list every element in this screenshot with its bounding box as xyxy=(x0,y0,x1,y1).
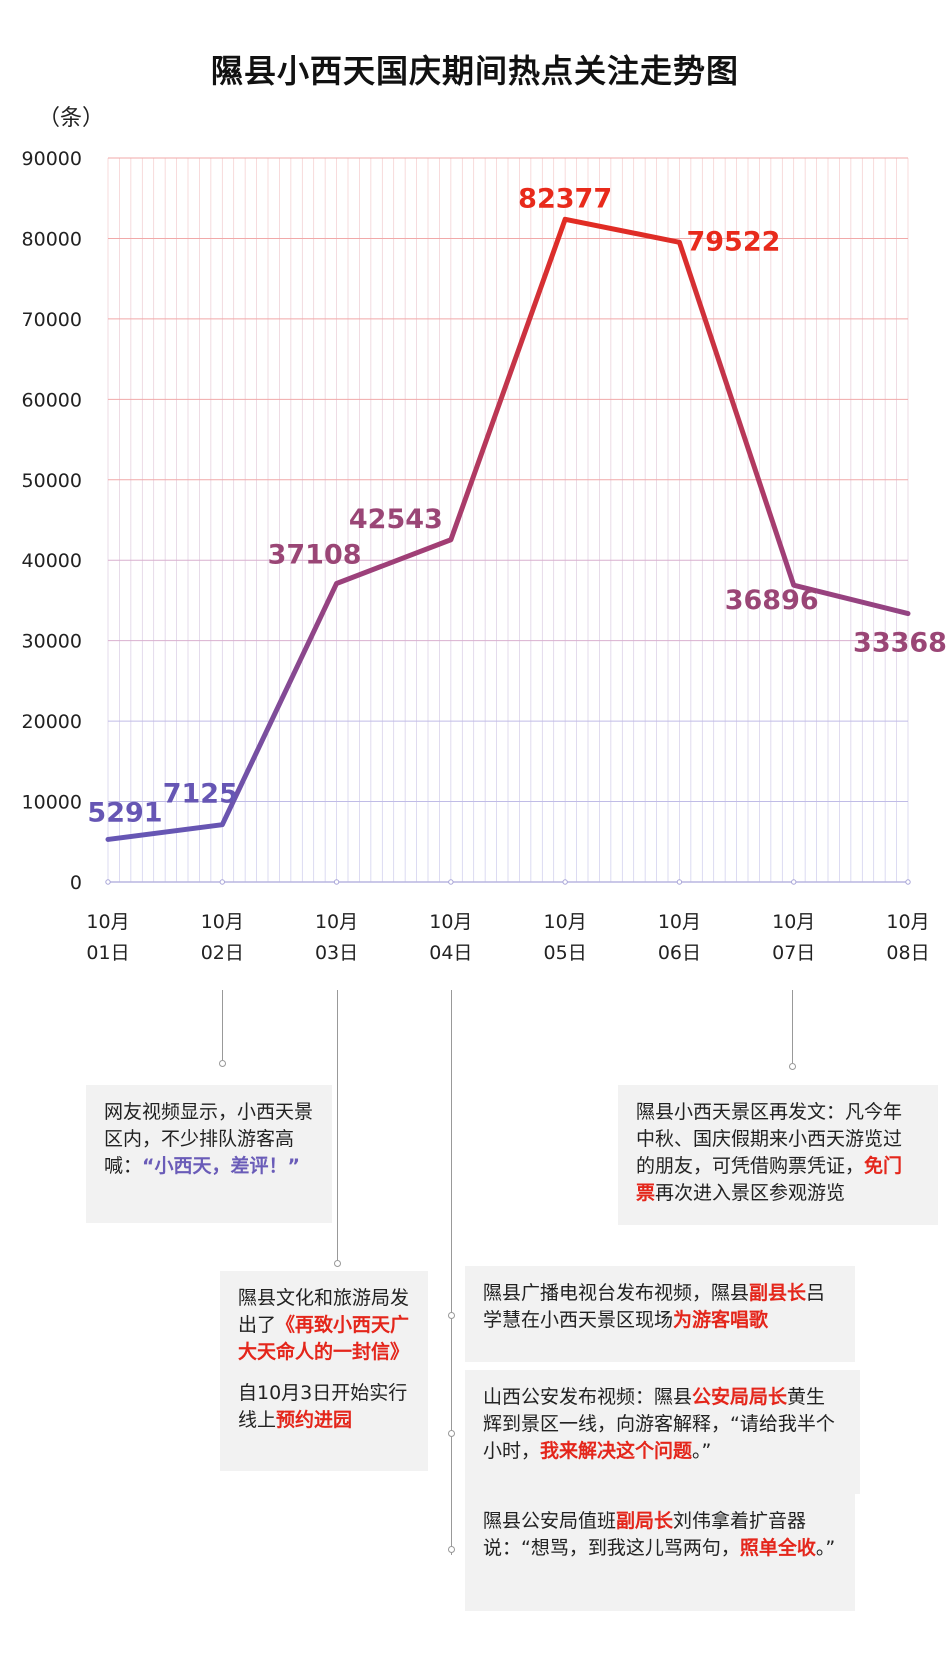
annotation-text: 刘伟拿着扩音器说：“想骂，到我这儿骂两句， xyxy=(483,1510,807,1559)
annotation-text: 隰县小西天景区再发文：凡今年中秋、国庆假期来小西天游览过的朋友，可凭借购票凭证， xyxy=(636,1101,903,1177)
horizontal-gridlines xyxy=(108,157,908,883)
x-tick-label: 10月 xyxy=(544,911,587,933)
annotation-0103: 隰县文化和旅游局发出了《再致小西天广大天命人的一封信》 自10月3日开始实行线上预… xyxy=(220,1271,428,1471)
annotation-paragraph: 网友视频显示，小西天景区内，不少排队游客高喊：“小西天，差评！” xyxy=(104,1099,314,1180)
annotation-0104-b: 山西公安发布视频：隰县公安局局长黄生辉到景区一线，向游客解释，“请给我半个小时，… xyxy=(465,1370,860,1494)
annotation-text: 隰县公安局值班 xyxy=(483,1510,617,1532)
annotation-text: 再次进入景区参观游览 xyxy=(655,1182,846,1204)
annotation-0107: 隰县小西天景区再发文：凡今年中秋、国庆假期来小西天游览过的朋友，可凭借购票凭证，… xyxy=(618,1085,938,1225)
annotation-highlight: 预约进园 xyxy=(276,1409,353,1431)
annotation-text: 黄生辉到景区一线，向游客解释，“请给我半个小时， xyxy=(483,1386,835,1462)
leader-dot-0104-b xyxy=(448,1430,455,1437)
x-tick-label: 04日 xyxy=(429,942,472,964)
annotation-text: 。” xyxy=(815,1537,836,1559)
x-tick-label: 10月 xyxy=(772,911,815,933)
x-tick-label: 07日 xyxy=(772,942,815,964)
annotation-highlight: 副县长 xyxy=(749,1282,807,1304)
x-tick-label: 06日 xyxy=(658,942,701,964)
data-label: 33368 xyxy=(853,628,947,659)
line-chart: 0 10000 20000 30000 40000 50000 60000 70000 8000… xyxy=(22,148,947,964)
y-tick-label: 50000 xyxy=(22,470,82,492)
annotation-highlight: 照单全收 xyxy=(739,1537,816,1559)
y-tick-label: 10000 xyxy=(22,792,82,814)
x-tick-label: 10月 xyxy=(315,911,358,933)
annotation-text: 隰县文化和旅游局发出了 xyxy=(238,1287,410,1336)
x-axis-markers xyxy=(105,879,911,885)
y-tick-label: 40000 xyxy=(22,550,82,572)
leader-dot-0102 xyxy=(219,1060,226,1067)
annotation-highlight: 副局长 xyxy=(616,1510,674,1532)
series-line xyxy=(105,216,911,842)
y-tick-label: 30000 xyxy=(22,631,82,653)
leader-line-0102 xyxy=(222,990,223,1060)
annotation-highlight: 我来解决这个问题 xyxy=(540,1440,693,1462)
y-tick-label: 80000 xyxy=(22,228,82,250)
annotation-text: 山西公安发布视频：隰县 xyxy=(483,1386,693,1408)
annotation-paragraph: 隰县文化和旅游局发出了《再致小西天广大天命人的一封信》 xyxy=(238,1285,410,1366)
leader-line-0107 xyxy=(792,990,793,1063)
annotation-highlight: “小西天，差评！” xyxy=(142,1155,300,1177)
x-axis-dot xyxy=(562,879,568,885)
annotation-text: 。” xyxy=(692,1440,712,1462)
annotation-highlight: 公安局局长 xyxy=(692,1386,788,1408)
annotation-highlight: 为游客唱歌 xyxy=(673,1309,769,1331)
x-axis-ticks: 10月 01日 10月 02日 10月 03日 10月 04日 10月 05日 10月 06日 10月 0… xyxy=(86,911,929,964)
x-tick-label: 10月 xyxy=(429,911,472,933)
x-axis-dot xyxy=(448,879,454,885)
y-axis-unit: （条） xyxy=(38,106,105,131)
x-axis-dot xyxy=(905,879,911,885)
x-axis-dot xyxy=(791,879,797,885)
leader-dot-0103 xyxy=(334,1260,341,1267)
annotation-text: 隰县广播电视台发布视频，隰县 xyxy=(483,1282,750,1304)
x-tick-label: 05日 xyxy=(544,942,587,964)
annotation-0104-c: 隰县公安局值班副局长刘伟拿着扩音器说：“想骂，到我这儿骂两句，照单全收。” xyxy=(465,1494,855,1611)
vertical-gridlines xyxy=(107,158,909,882)
y-tick-label: 90000 xyxy=(22,148,82,170)
annotation-highlight: 免门票 xyxy=(636,1155,903,1204)
y-tick-label: 70000 xyxy=(22,309,82,331)
leader-dot-0104-c xyxy=(448,1546,455,1553)
leader-line-0103 xyxy=(337,990,338,1260)
data-label: 37108 xyxy=(268,539,362,570)
x-tick-label: 10月 xyxy=(886,911,929,933)
x-axis-dot xyxy=(219,879,225,885)
x-tick-label: 08日 xyxy=(886,942,929,964)
leader-dot-0107 xyxy=(789,1063,796,1070)
data-label: 5291 xyxy=(87,797,162,828)
annotation-0104-a: 隰县广播电视台发布视频，隰县副县长吕学慧在小西天景区现场为游客唱歌 xyxy=(465,1266,855,1362)
data-label: 36896 xyxy=(725,585,819,616)
annotation-paragraph: 隰县公安局值班副局长刘伟拿着扩音器说：“想骂，到我这儿骂两句，照单全收。” xyxy=(483,1508,837,1562)
x-axis-dot xyxy=(676,879,683,885)
x-tick-label: 03日 xyxy=(315,942,358,964)
x-tick-label: 10月 xyxy=(658,911,701,933)
annotation-paragraph: 隰县广播电视台发布视频，隰县副县长吕学慧在小西天景区现场为游客唱歌 xyxy=(483,1280,837,1334)
y-axis-ticks: 0 10000 20000 30000 40000 50000 60000 70000 8000… xyxy=(22,148,82,894)
x-tick-label: 10月 xyxy=(86,911,129,933)
annotation-text: 网友视频显示，小西天景区内，不少排队游客高喊： xyxy=(104,1101,314,1177)
chart-title: 隰县小西天国庆期间热点关注走势图 xyxy=(210,52,739,90)
annotation-paragraph: 隰县小西天景区再发文：凡今年中秋、国庆假期来小西天游览过的朋友，可凭借购票凭证，… xyxy=(636,1099,920,1207)
y-tick-label: 20000 xyxy=(22,711,82,733)
y-tick-label: 0 xyxy=(70,872,82,894)
data-label: 42543 xyxy=(349,504,443,535)
leader-dot-0104-a xyxy=(448,1312,455,1319)
annotation-highlight: 《再致小西天广大天命人的一封信》 xyxy=(238,1314,410,1363)
x-tick-label: 01日 xyxy=(86,942,129,964)
x-axis-dot xyxy=(333,879,340,885)
x-tick-label: 02日 xyxy=(201,942,244,964)
annotation-paragraph: 自10月3日开始实行线上预约进园 xyxy=(238,1380,410,1434)
data-label: 82377 xyxy=(518,183,612,214)
annotation-text: 吕学慧在小西天景区现场 xyxy=(483,1282,826,1331)
data-label: 7125 xyxy=(163,779,238,810)
annotation-0102: 网友视频显示，小西天景区内，不少排队游客高喊：“小西天，差评！” xyxy=(86,1085,332,1223)
data-label: 79522 xyxy=(686,226,780,257)
leader-line-0104 xyxy=(451,990,452,1555)
annotation-paragraph: 山西公安发布视频：隰县公安局局长黄生辉到景区一线，向游客解释，“请给我半个小时，… xyxy=(483,1384,842,1465)
y-tick-label: 60000 xyxy=(22,389,82,411)
x-tick-label: 10月 xyxy=(201,911,244,933)
x-axis-dot xyxy=(105,879,111,885)
annotation-text: 自10月3日开始实行线上 xyxy=(238,1382,408,1431)
